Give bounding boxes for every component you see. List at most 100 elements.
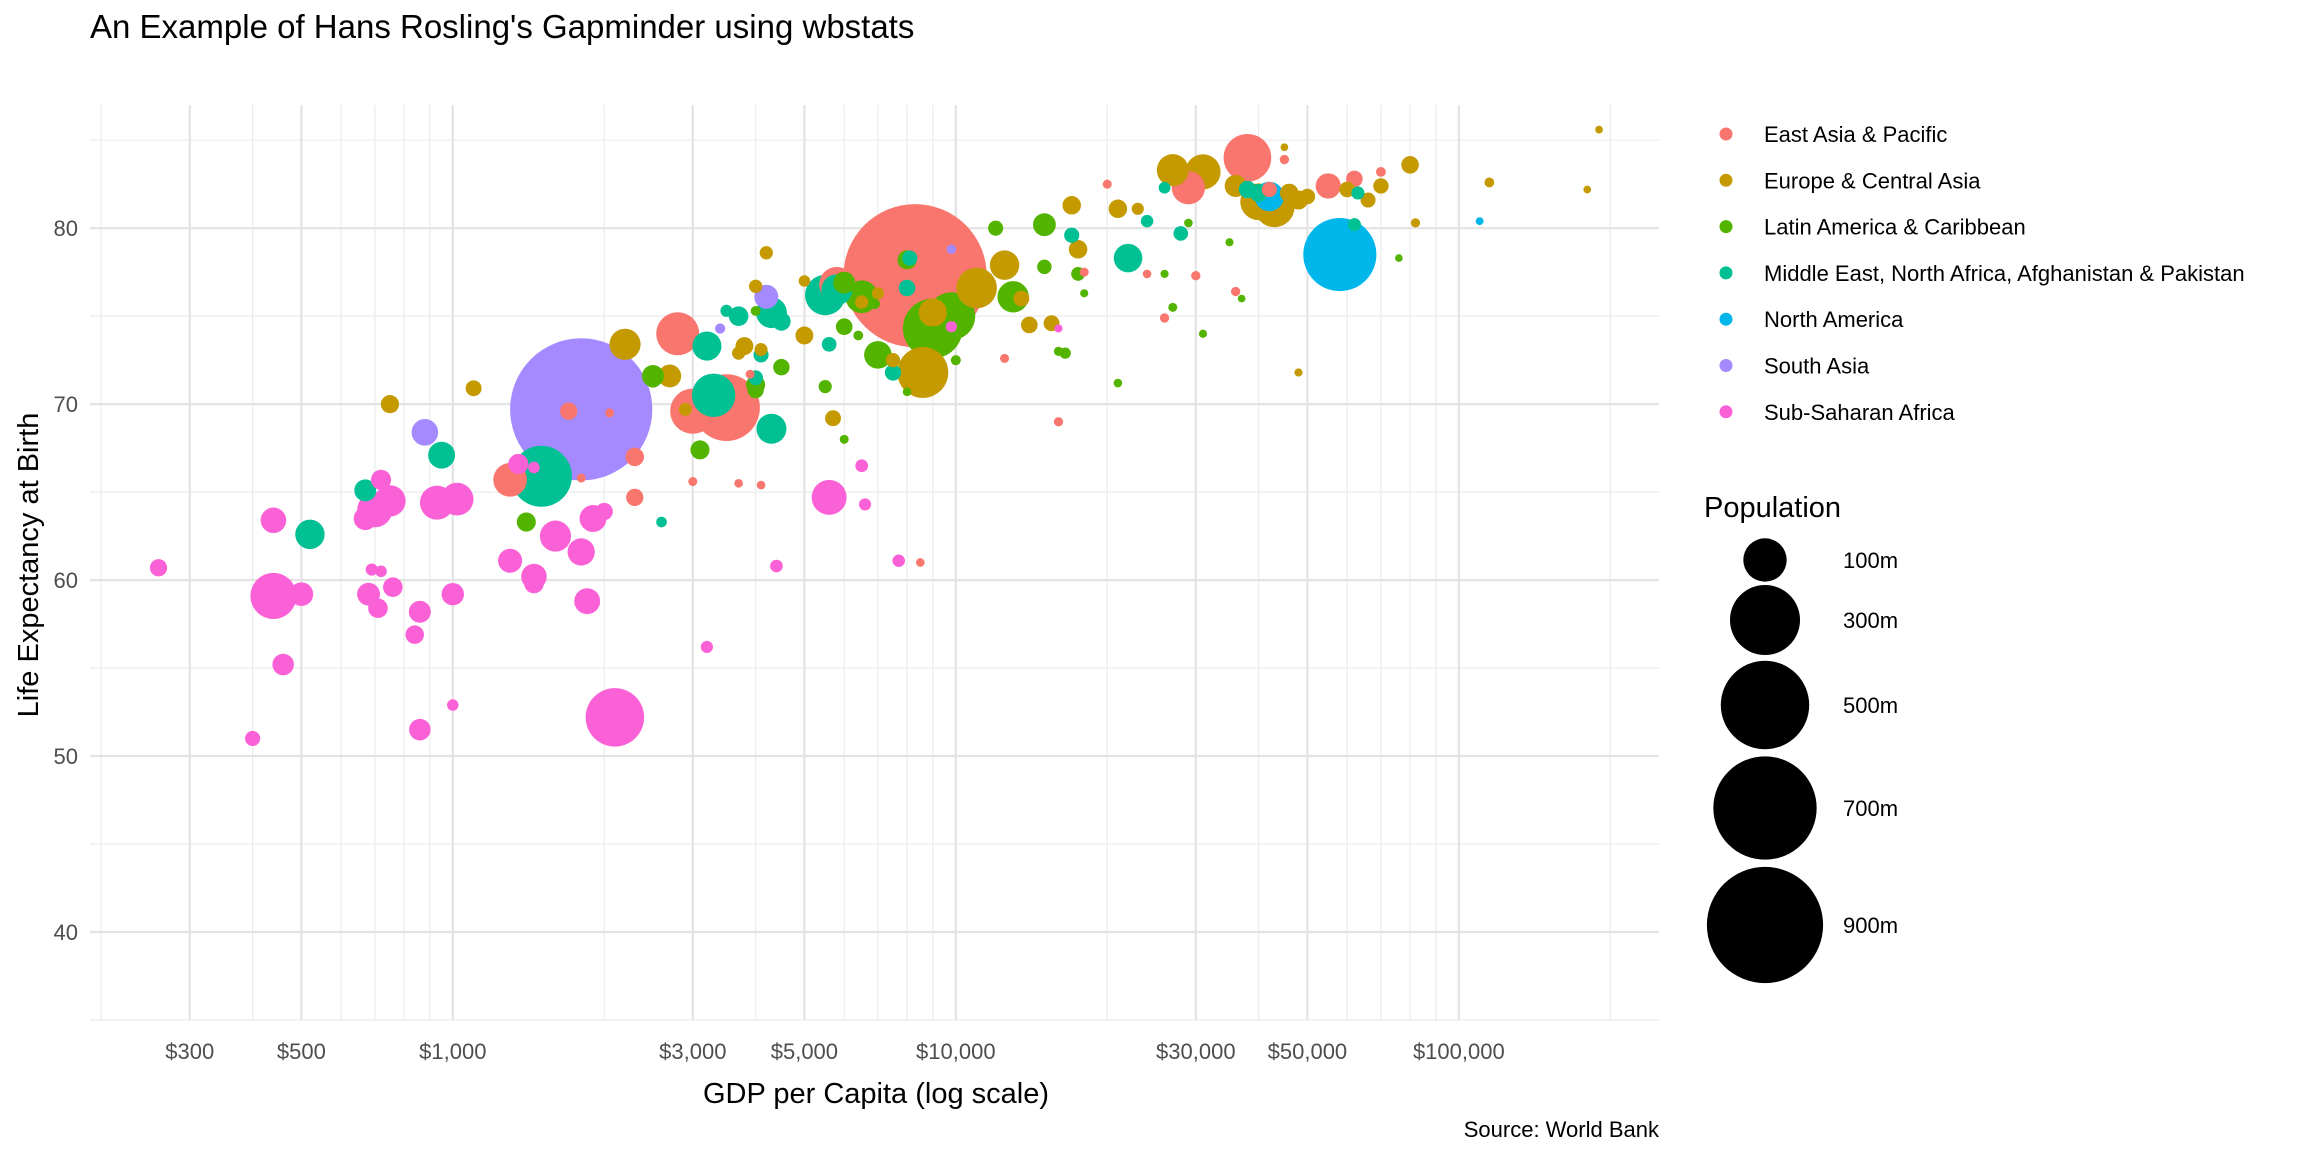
data-point	[754, 343, 768, 357]
size-legend-circle	[1729, 584, 1801, 656]
data-point	[821, 336, 837, 352]
data-point	[524, 573, 544, 594]
data-point	[272, 653, 294, 676]
data-point	[1173, 226, 1189, 241]
data-point	[795, 326, 814, 345]
data-point	[858, 498, 872, 511]
data-point	[368, 598, 388, 619]
legend-key-dot	[1719, 312, 1733, 326]
data-point	[853, 330, 864, 341]
source-caption: Source: World Bank	[1464, 1117, 1660, 1142]
data-point	[1225, 238, 1234, 247]
data-point	[411, 418, 439, 446]
size-legend: Population 100m 300m 500m 700m 900m	[1704, 492, 1898, 984]
data-point	[1113, 243, 1143, 273]
data-point	[756, 413, 787, 444]
data-point	[1000, 353, 1010, 363]
size-legend-label: 500m	[1843, 693, 1898, 718]
x-axis-title: GDP per Capita (log scale)	[703, 1078, 1049, 1110]
data-point	[560, 402, 578, 420]
legend-label: North America	[1764, 307, 1904, 332]
x-tick-label: $30,000	[1156, 1039, 1236, 1064]
data-point	[528, 461, 540, 474]
data-point	[1303, 218, 1377, 292]
data-point	[734, 479, 743, 488]
data-point	[1021, 316, 1038, 334]
data-point	[839, 434, 849, 444]
data-point	[609, 328, 641, 360]
data-point	[1583, 185, 1592, 194]
data-point	[1410, 218, 1421, 228]
data-point	[440, 482, 474, 516]
data-point	[656, 516, 667, 528]
data-point	[605, 408, 615, 418]
legend-label: Sub-Saharan Africa	[1764, 400, 1956, 425]
data-point	[715, 323, 726, 334]
legend-key-dot	[1719, 220, 1733, 234]
data-point	[989, 250, 1020, 280]
data-point	[1347, 218, 1361, 232]
data-point	[409, 718, 431, 741]
size-legend-circle	[1706, 866, 1824, 984]
size-legend-label: 300m	[1843, 608, 1898, 633]
legend-key-dot	[1719, 173, 1733, 187]
data-point	[1053, 346, 1064, 356]
data-point	[428, 441, 456, 469]
legend-label: Middle East, North Africa, Afghanistan &…	[1764, 261, 2245, 286]
legend-label: East Asia & Pacific	[1764, 122, 1947, 147]
data-point	[825, 410, 841, 427]
data-point	[732, 346, 746, 360]
data-point	[988, 220, 1004, 236]
data-point	[656, 312, 700, 356]
data-point	[869, 298, 880, 310]
legend-label: South Asia	[1764, 354, 1870, 379]
data-point	[1156, 154, 1189, 187]
y-tick-label: 60	[54, 568, 78, 593]
data-point	[595, 502, 613, 521]
data-point	[918, 298, 947, 327]
data-point	[1184, 218, 1193, 228]
data-point	[1475, 217, 1484, 226]
data-point	[574, 588, 601, 615]
data-point	[688, 477, 698, 487]
data-point	[539, 520, 572, 552]
data-point	[1053, 417, 1064, 427]
data-point	[1198, 329, 1208, 338]
data-point	[1299, 188, 1316, 205]
size-legend-label: 900m	[1843, 913, 1898, 938]
size-legend-circle	[1720, 660, 1810, 750]
data-point	[855, 295, 869, 309]
data-point	[902, 250, 918, 266]
data-point	[516, 512, 536, 532]
data-point	[295, 519, 325, 550]
y-tick-label: 70	[54, 392, 78, 417]
data-point	[1062, 196, 1081, 215]
data-point	[945, 321, 957, 333]
data-point	[380, 395, 400, 414]
data-point	[149, 559, 168, 577]
legend-label: Europe & Central Asia	[1764, 168, 1981, 193]
data-point	[950, 355, 961, 366]
data-point	[756, 480, 766, 490]
data-point	[625, 447, 645, 467]
data-point	[508, 453, 529, 475]
legend-label: Latin America & Caribbean	[1764, 215, 2026, 240]
data-point	[1395, 254, 1403, 262]
data-point	[678, 402, 692, 416]
size-legend-title: Population	[1704, 492, 1841, 524]
data-point	[1064, 227, 1080, 243]
data-point	[745, 369, 755, 379]
data-point	[245, 730, 261, 747]
x-tick-label: $5,000	[771, 1039, 838, 1064]
data-point	[1131, 202, 1144, 215]
x-tick-label: $1,000	[419, 1039, 486, 1064]
data-point	[855, 459, 869, 473]
data-point	[748, 279, 763, 293]
data-point	[1037, 259, 1052, 275]
data-point	[1339, 181, 1356, 198]
x-tick-label: $10,000	[916, 1039, 996, 1064]
data-point	[720, 304, 733, 317]
data-point	[871, 287, 884, 300]
